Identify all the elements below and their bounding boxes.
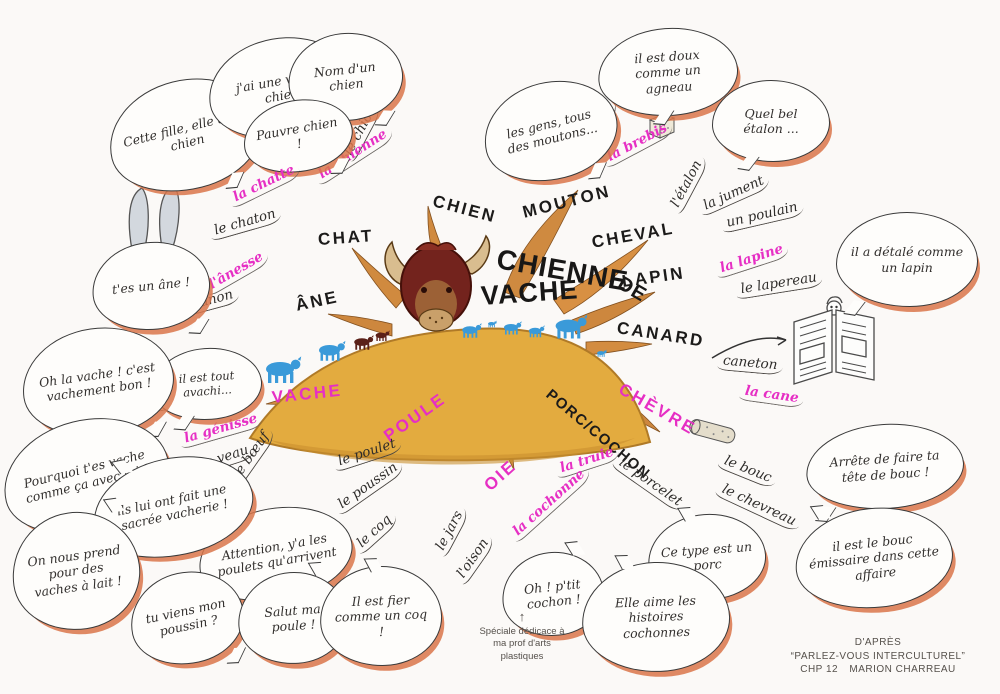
attribution-line-3: CHP 12 bbox=[800, 664, 839, 675]
cow-head-illustration bbox=[384, 234, 491, 332]
dedication-note: ↑ Spéciale dédicace à ma prof d'arts pla… bbox=[476, 608, 568, 664]
donkey-ears-icon bbox=[128, 185, 180, 253]
bubble-lapin-1: il a détalé comme un lapin bbox=[836, 212, 978, 307]
dedication-text: Spéciale dédicace à ma prof d'arts plast… bbox=[479, 625, 565, 663]
attribution-line-2: “PARLEZ-VOUS INTERCULTUREL” bbox=[790, 650, 966, 662]
attribution-line-1: D'APRÈS bbox=[854, 637, 902, 648]
up-arrow-icon: ↑ bbox=[518, 609, 526, 624]
newspaper-reader-illustration bbox=[793, 296, 875, 385]
cheese-log-icon bbox=[689, 419, 736, 444]
arrow-to-newspaper bbox=[711, 336, 787, 359]
hill-illustration bbox=[248, 327, 652, 465]
branch-label-chat: CHAT bbox=[317, 226, 375, 249]
bubble-cheval-1: Quel bel étalon ... bbox=[712, 80, 830, 162]
attribution-note: D'APRÈS “PARLEZ-VOUS INTERCULTUREL” CHP … bbox=[768, 636, 988, 677]
attribution-line-4: MARION CHARREAU bbox=[849, 664, 956, 675]
